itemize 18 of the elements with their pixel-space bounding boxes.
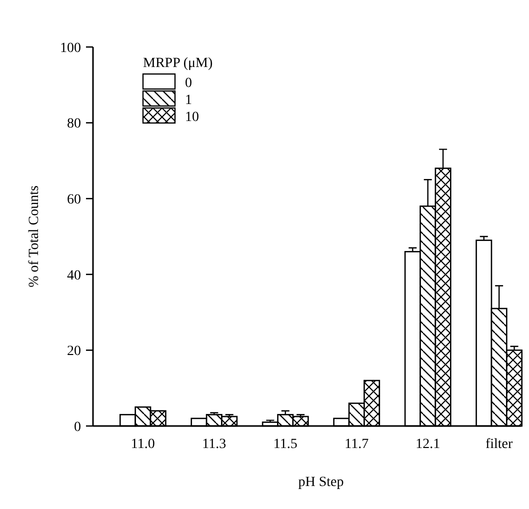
legend-title: MRPP (μM) [143,56,213,71]
x-tick-label: 11.3 [202,437,226,452]
y-tick-label: 100 [60,40,81,56]
legend-label: 0 [185,76,192,91]
y-tick-label: 60 [67,192,81,208]
x-tick-label: 11.5 [273,437,298,452]
y-tick-label: 80 [67,116,81,132]
x-axis-title: pH Step [298,475,344,490]
legend-label: 10 [185,110,199,125]
y-tick-label: 0 [74,420,81,435]
x-tick-label: 12.1 [416,437,440,452]
x-tick-label: filter [485,437,514,452]
legend-label: 1 [185,92,192,108]
y-axis-title: % of Total Counts [27,186,42,288]
y-tick-label: 20 [67,344,81,360]
y-tick-label: 40 [67,268,81,284]
x-tick-label: 11.7 [344,437,369,452]
x-tick-label: 11.0 [130,437,155,452]
